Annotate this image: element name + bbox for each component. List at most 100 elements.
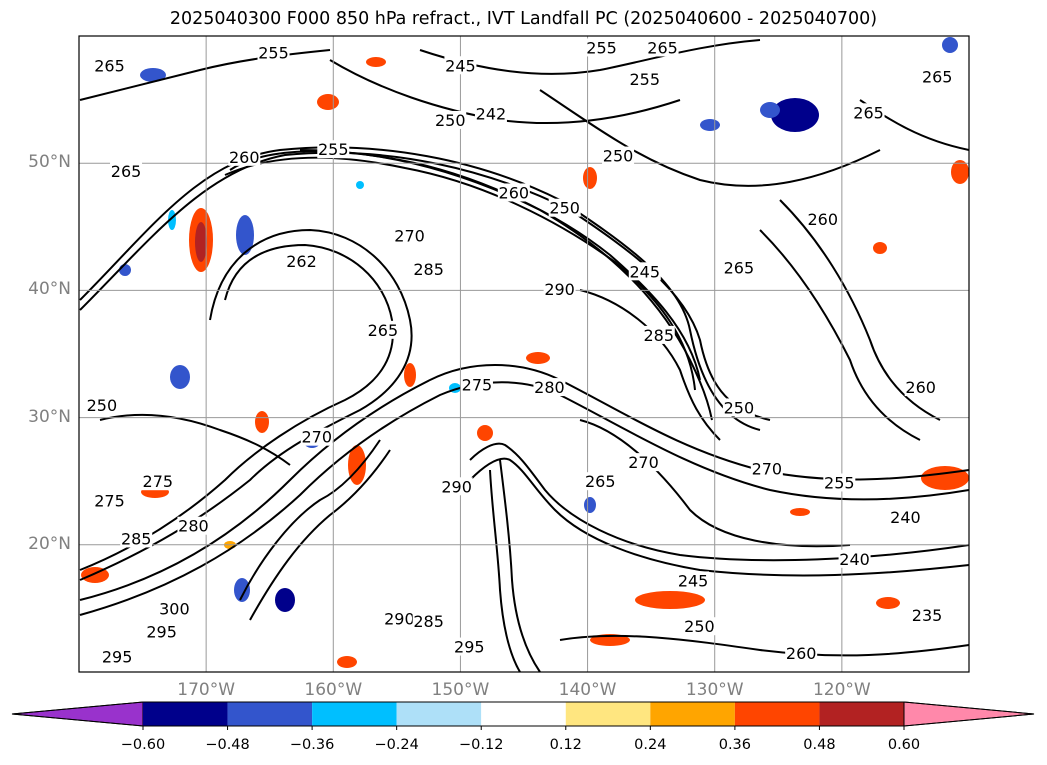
contour-label: 255 xyxy=(586,38,617,57)
contour-line xyxy=(79,243,394,571)
contour-label-background xyxy=(911,605,944,624)
shaded-patch xyxy=(942,37,958,53)
contour-label: 260 xyxy=(905,378,936,397)
contour-label-background xyxy=(904,378,937,397)
colorbar-tick-label: 0.48 xyxy=(803,737,836,753)
contour-label-background xyxy=(921,67,954,86)
contour-label-background xyxy=(642,325,675,344)
contour-label-background xyxy=(317,140,350,159)
contour-label-background xyxy=(145,622,178,641)
colorbar-tick-label: −0.60 xyxy=(120,737,166,753)
latitude-label: 20°N xyxy=(28,533,71,554)
contour-labels: 265 255 245 255 265 250 242 255 250 260 255 265 265 2… xyxy=(85,38,954,667)
contour-label: 285 xyxy=(643,326,674,345)
contour-line xyxy=(79,146,761,431)
shaded-patch xyxy=(951,160,969,184)
contour-label-background xyxy=(383,609,416,628)
contour-label: 265 xyxy=(647,38,678,57)
latitude-label: 30°N xyxy=(28,406,71,427)
shaded-patch xyxy=(760,102,780,118)
contour-label-background xyxy=(823,473,856,492)
colorbar-tick-label: 0.36 xyxy=(718,737,752,753)
contour-label: 250 xyxy=(549,199,580,218)
contour-label-background xyxy=(806,210,839,229)
contour-label: 270 xyxy=(628,453,659,472)
shaded-patch xyxy=(635,591,705,609)
contour-label-background xyxy=(440,477,473,496)
contour-label: 260 xyxy=(499,183,530,202)
colorbar-swatch xyxy=(734,702,820,726)
shaded-patch xyxy=(583,167,597,189)
contour-line xyxy=(559,634,969,657)
contour-label-background xyxy=(120,529,153,548)
contour-label-background xyxy=(474,104,507,123)
colorbar-swatch xyxy=(565,702,651,726)
latitude-label: 40°N xyxy=(28,279,71,300)
contour-label-background xyxy=(683,617,716,636)
contour-label-background xyxy=(393,226,426,245)
longitude-label: 140°W xyxy=(558,680,617,700)
contour-label-background xyxy=(750,459,783,478)
contour-label-background xyxy=(366,320,399,339)
contour-label: 255 xyxy=(824,473,855,492)
longitude-label: 150°W xyxy=(431,680,490,700)
colorbar-swatch xyxy=(481,702,566,726)
contour-label: 250 xyxy=(87,396,118,415)
contour-label: 295 xyxy=(146,622,177,641)
contour-label: 255 xyxy=(258,44,289,63)
contour-label-background xyxy=(889,507,922,526)
contour-label: 285 xyxy=(413,260,444,279)
longitude-label: 130°W xyxy=(685,680,744,700)
shaded-patch xyxy=(234,578,250,602)
shaded-patch xyxy=(140,68,166,82)
colorbar-extend-low xyxy=(11,701,144,727)
colorbar-tick-label: −0.36 xyxy=(289,737,335,753)
shaded-patch xyxy=(275,588,295,612)
contour-line xyxy=(79,364,969,601)
contour-label: 245 xyxy=(630,262,661,281)
contour-lines xyxy=(79,39,969,672)
contour-label: 275 xyxy=(143,472,174,491)
colorbar-tick-label: −0.24 xyxy=(374,737,419,753)
contour-label-background xyxy=(677,571,710,590)
contour-label: 295 xyxy=(102,648,133,667)
shaded-patch xyxy=(170,365,190,389)
contour-label: 265 xyxy=(585,472,616,491)
contour-line xyxy=(239,439,381,601)
shaded-patch xyxy=(337,656,357,668)
contour-label-background xyxy=(158,599,191,618)
contour-label: 245 xyxy=(678,571,709,590)
shaded-patch xyxy=(584,497,596,513)
contour-label-background xyxy=(453,637,486,656)
contour-label: 260 xyxy=(229,148,260,167)
contour-label-background xyxy=(722,258,755,277)
colorbar-swatch xyxy=(819,702,904,726)
contour-label-background xyxy=(722,398,755,417)
contour-label-background xyxy=(434,110,467,129)
shaded-patches xyxy=(81,37,969,668)
contour-label: 262 xyxy=(286,252,317,271)
contour-line xyxy=(539,89,881,187)
contour-line xyxy=(99,413,291,466)
contour-label: 260 xyxy=(786,644,817,663)
colorbar xyxy=(11,701,1035,730)
colorbar-swatch xyxy=(312,702,397,726)
contour-label-background xyxy=(628,262,661,281)
colorbar-swatch xyxy=(396,702,482,726)
contour-label: 290 xyxy=(384,610,415,629)
colorbar-tick-label: 0.24 xyxy=(634,737,667,753)
shaded-patch xyxy=(255,411,269,433)
contour-line xyxy=(759,229,921,441)
contour-label: 290 xyxy=(441,477,472,496)
contour-label: 275 xyxy=(462,376,493,395)
contour-label: 250 xyxy=(724,398,755,417)
contour-label: 265 xyxy=(368,321,399,340)
contour-line xyxy=(579,419,851,548)
map-gridlines xyxy=(79,36,969,672)
contour-line xyxy=(299,149,713,421)
contour-label-background xyxy=(627,453,660,472)
contour-label: 265 xyxy=(94,56,125,75)
contour-label: 300 xyxy=(159,599,190,618)
shaded-patch xyxy=(700,119,720,131)
contour-line xyxy=(499,459,541,672)
